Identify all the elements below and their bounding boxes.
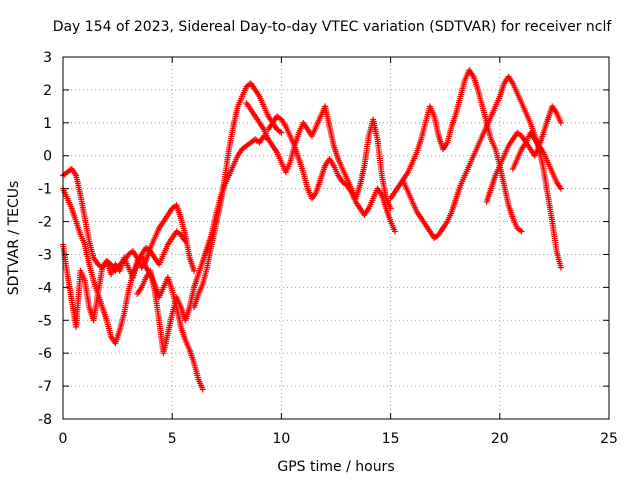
y-tick-label: 1 bbox=[43, 116, 52, 132]
data-point bbox=[278, 129, 285, 136]
chart-title: Day 154 of 2023, Sidereal Day-to-day VTE… bbox=[53, 19, 613, 35]
y-tick-label: -3 bbox=[38, 247, 52, 263]
data-point bbox=[557, 185, 564, 192]
data-point bbox=[518, 228, 525, 235]
y-tick-label: -6 bbox=[38, 346, 52, 362]
x-tick-label: 0 bbox=[59, 431, 68, 447]
data-point bbox=[391, 228, 398, 235]
data-points bbox=[60, 67, 564, 393]
data-point bbox=[191, 267, 198, 274]
y-tick-label: -7 bbox=[38, 379, 52, 395]
y-tick-label: -2 bbox=[38, 215, 52, 231]
x-tick-label: 10 bbox=[272, 431, 290, 447]
tick-labels: 0 5 10 15 20 25 -8 -7 -6 -5 -4 -3 -2 -1 0 1 2 3 bbox=[38, 50, 618, 447]
plot-frame bbox=[62, 56, 610, 420]
x-axis-label: GPS time / hours bbox=[277, 459, 394, 475]
y-tick-label: 0 bbox=[43, 149, 52, 165]
y-tick-label: 3 bbox=[43, 50, 52, 66]
data-point bbox=[199, 386, 206, 393]
data-point bbox=[557, 264, 564, 271]
y-tick-label: 2 bbox=[43, 83, 52, 99]
y-axis-label: SDTVAR / TECUs bbox=[6, 181, 22, 296]
y-tick-label: -1 bbox=[38, 182, 52, 198]
axis-ticks bbox=[62, 56, 610, 420]
x-tick-label: 20 bbox=[491, 431, 509, 447]
y-tick-label: -8 bbox=[38, 412, 52, 428]
x-tick-label: 25 bbox=[600, 431, 618, 447]
y-tick-label: -4 bbox=[38, 280, 52, 296]
x-tick-label: 5 bbox=[168, 431, 177, 447]
y-tick-label: -5 bbox=[38, 313, 52, 329]
data-point bbox=[557, 119, 564, 126]
x-tick-label: 15 bbox=[382, 431, 400, 447]
